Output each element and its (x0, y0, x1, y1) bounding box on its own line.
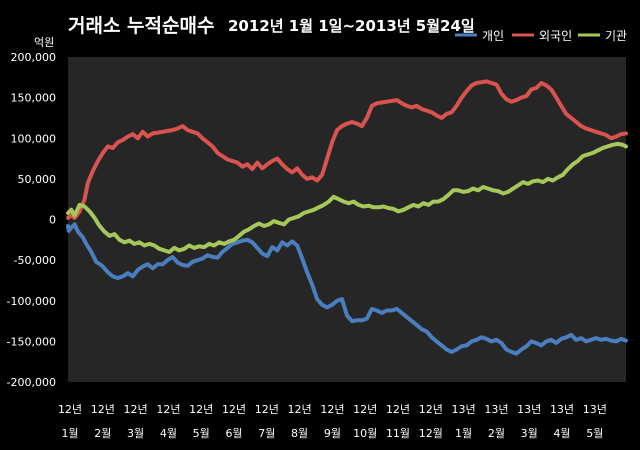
legend: 개인 외국인 기관 (455, 29, 627, 43)
x-tick-year: 13년 (550, 403, 574, 416)
legend-label-0: 개인 (482, 29, 504, 43)
series-line-2 (66, 141, 628, 254)
x-tick-month: 6월 (225, 427, 242, 440)
x-tick-year: 12년 (288, 403, 312, 416)
x-tick-month: 11월 (386, 427, 410, 440)
x-tick-year: 13년 (452, 403, 476, 416)
x-tick-year: 12년 (255, 403, 279, 416)
y-tick-label: 50,000 (18, 173, 57, 186)
x-tick-year: 12년 (419, 403, 443, 416)
x-tick-month: 4월 (553, 427, 570, 440)
plot-area (68, 57, 626, 382)
x-tick-year: 12년 (156, 403, 180, 416)
x-tick-month: 8월 (291, 427, 308, 440)
x-tick-year: 12년 (222, 403, 246, 416)
x-tick-month: 1월 (455, 427, 472, 440)
x-tick-month: 3월 (127, 427, 144, 440)
x-tick-month: 10월 (353, 427, 377, 440)
chart-title-sub: 2012년 1월 1일~2013년 5월24일 (228, 17, 475, 35)
x-tick-month: 7월 (258, 427, 275, 440)
y-tick-label: -100,000 (7, 295, 56, 308)
x-tick-year: 12년 (58, 403, 82, 416)
x-tick-month: 9월 (324, 427, 341, 440)
series-line-0 (66, 222, 628, 356)
x-tick-month: 2월 (488, 427, 505, 440)
y-axis: -200,000 -150,000 -100,000 -50,000 0 50,000 10… (7, 51, 56, 389)
x-axis: 12년 1월 12년 2월 12년 3월 12년 4월 12년 5월 12년 6월 12년 7월 12년 8월… (58, 403, 607, 440)
y-tick-label: -50,000 (14, 254, 56, 267)
x-tick-month: 4월 (160, 427, 177, 440)
x-tick-month: 5월 (586, 427, 603, 440)
series-line-1 (66, 79, 628, 220)
x-tick-year: 12년 (189, 403, 213, 416)
y-tick-label: -150,000 (7, 335, 56, 348)
x-tick-month: 12월 (419, 427, 443, 440)
x-tick-month: 2월 (94, 427, 111, 440)
x-tick-month: 3월 (521, 427, 538, 440)
legend-label-1: 외국인 (539, 29, 572, 43)
y-axis-unit: 억원 (34, 36, 54, 49)
x-tick-year: 12년 (320, 403, 344, 416)
x-tick-year: 13년 (517, 403, 541, 416)
y-tick-label: 200,000 (11, 51, 57, 64)
legend-label-2: 기관 (605, 29, 627, 43)
x-tick-year: 12년 (353, 403, 377, 416)
x-tick-year: 12년 (91, 403, 115, 416)
x-tick-year: 13년 (583, 403, 607, 416)
x-tick-year: 13년 (484, 403, 508, 416)
x-tick-month: 1월 (61, 427, 78, 440)
y-tick-label: 150,000 (11, 92, 57, 105)
x-tick-year: 12년 (124, 403, 148, 416)
x-tick-month: 5월 (193, 427, 210, 440)
y-tick-label: -200,000 (7, 376, 56, 389)
series-lines (66, 79, 628, 356)
x-tick-year: 12년 (386, 403, 410, 416)
y-tick-label: 0 (49, 214, 56, 227)
chart-title-main: 거래소 누적순매수 (68, 15, 214, 37)
y-tick-label: 100,000 (11, 132, 57, 145)
